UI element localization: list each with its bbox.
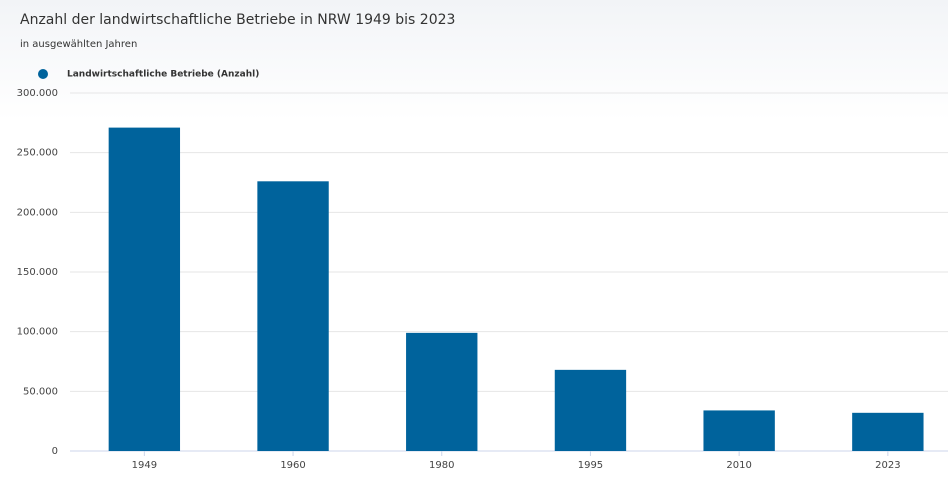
x-tick-label: 2010 xyxy=(726,460,751,471)
y-tick-label: 300.000 xyxy=(17,88,58,99)
x-tick-label: 1995 xyxy=(578,460,603,471)
bar xyxy=(703,410,775,451)
y-tick-label: 250.000 xyxy=(17,148,58,159)
bar xyxy=(108,127,181,452)
bar xyxy=(406,332,478,451)
legend-marker xyxy=(38,69,48,79)
x-tick-label: 2023 xyxy=(875,460,900,471)
y-tick-label: 200.000 xyxy=(17,207,58,218)
y-tick-label: 0 xyxy=(52,446,58,457)
chart-title: Anzahl der landwirtschaftliche Betriebe … xyxy=(20,12,455,28)
y-tick-label: 150.000 xyxy=(17,267,58,278)
x-tick-label: 1960 xyxy=(280,460,305,471)
y-tick-label: 100.000 xyxy=(17,327,58,338)
legend-label: Landwirtschaftliche Betriebe (Anzahl) xyxy=(67,70,259,80)
x-tick-label: 1980 xyxy=(429,460,454,471)
y-tick-label: 50.000 xyxy=(23,386,58,397)
bar xyxy=(852,412,924,451)
x-tick-label: 1949 xyxy=(132,460,157,471)
chart-subtitle: in ausgewählten Jahren xyxy=(20,39,137,50)
bar xyxy=(257,181,329,451)
bar xyxy=(554,369,627,451)
